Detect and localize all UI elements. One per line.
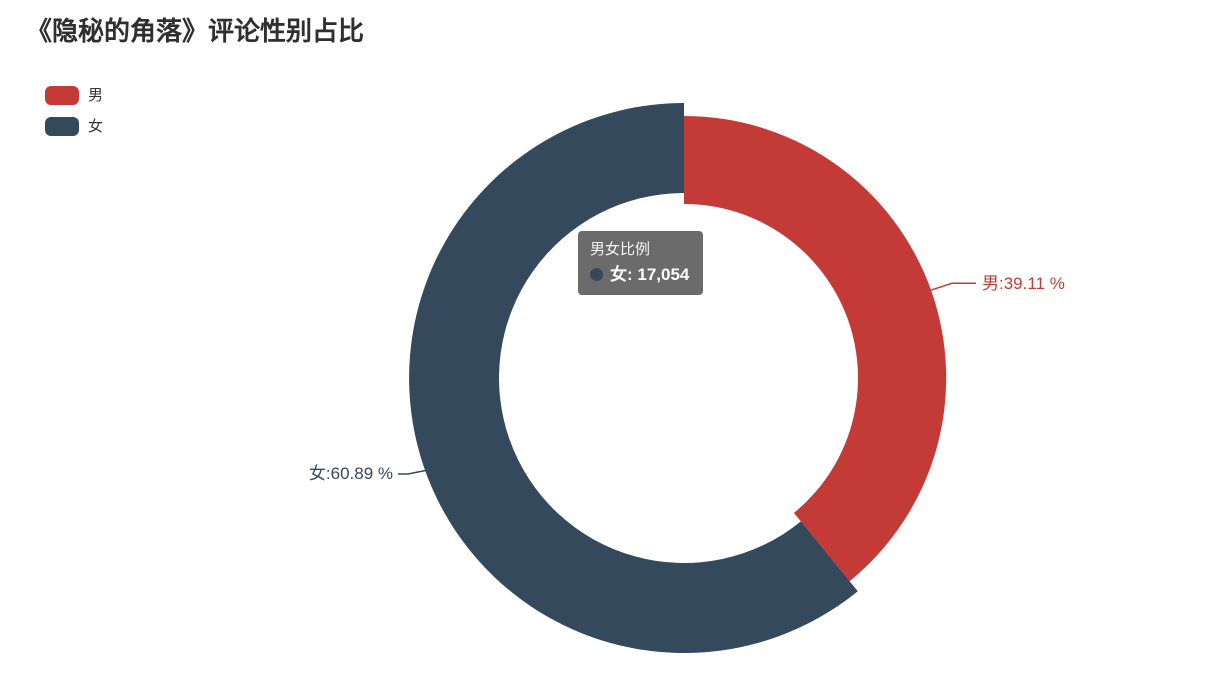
legend-label-male: 男 bbox=[88, 87, 104, 104]
legend-item-female[interactable]: 女 bbox=[45, 117, 103, 136]
legend: 男 女 bbox=[45, 86, 103, 148]
chart-title: 《隐秘的角落》评论性别占比 bbox=[26, 16, 365, 46]
pie-slice-male[interactable] bbox=[684, 115, 947, 582]
legend-label-female: 女 bbox=[88, 118, 104, 135]
label-line-male bbox=[930, 282, 976, 291]
slice-label-male: 男:39.11 % bbox=[982, 274, 1065, 293]
slice-label-female: 女:60.89 % bbox=[309, 464, 393, 483]
legend-swatch-female-icon bbox=[45, 117, 79, 136]
pie-slice-female[interactable] bbox=[409, 103, 858, 653]
label-line-female bbox=[398, 469, 426, 475]
legend-swatch-male-icon bbox=[45, 86, 79, 105]
legend-item-male[interactable]: 男 bbox=[45, 86, 103, 105]
